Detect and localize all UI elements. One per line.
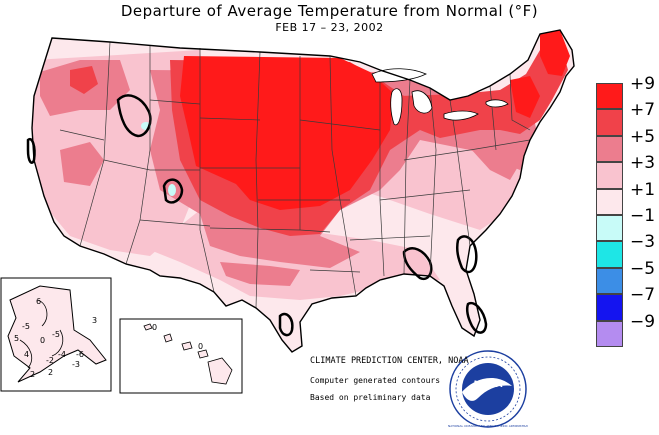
legend-swatch (596, 83, 623, 110)
contour-plus9-ny (510, 76, 540, 118)
alaska-label: -5 (22, 322, 30, 331)
legend-label: −3 (630, 232, 656, 253)
contour-plus5-oregon (60, 142, 104, 186)
legend-swatch (596, 241, 623, 268)
contour-plus5-texas-south (220, 262, 300, 286)
legend-label: −7 (630, 285, 656, 306)
alaska-inset (0, 277, 112, 392)
contour-plus9-north-central (180, 56, 394, 210)
legend-label: +5 (630, 126, 656, 147)
noaa-logo-text: NOAA (473, 380, 503, 390)
credit-line-2: Based on preliminary data (310, 393, 431, 402)
credit-line-1: Computer generated contours (310, 376, 441, 385)
alaska-label: -5 (52, 330, 60, 339)
legend-label: −9 (630, 311, 656, 332)
hawaii-label: 0 (152, 323, 158, 332)
legend-label: −5 (630, 258, 656, 279)
legend-swatch (596, 267, 623, 295)
legend-swatch (596, 294, 623, 321)
contour-plus7-nw-spot (70, 66, 98, 94)
legend-swatch (596, 109, 623, 136)
state-boundaries (59, 41, 531, 309)
legend-label: +3 (630, 153, 656, 174)
legend-swatch (596, 214, 623, 242)
alaska-label: -3 (72, 360, 80, 369)
legend-label: +9 (630, 74, 656, 94)
alaska-label: 6 (36, 297, 42, 306)
temperature-contours (32, 30, 570, 300)
noaa-ring-text: NATIONAL OCEANIC AND ATMOSPHERIC ADMINIS… (448, 424, 528, 428)
hawaii-label: 0 (198, 342, 204, 351)
alaska-label: -6 (76, 350, 84, 359)
legend-label: +7 (630, 100, 656, 121)
legend-label: +1 (630, 179, 656, 200)
legend-label: −1 (630, 205, 656, 226)
alaska-label: 2 (48, 368, 54, 377)
map-title: Departure of Average Temperature from No… (120, 2, 539, 20)
alaska-label: -2 (46, 356, 54, 365)
hawaii-inset (119, 318, 243, 394)
alaska-label: 5 (14, 334, 20, 343)
legend-swatch (596, 135, 623, 163)
credit-agency: CLIMATE PREDICTION CENTER, NOAA (310, 356, 469, 366)
alaska-label: -4 (58, 350, 66, 359)
noaa-logo (449, 350, 527, 428)
alaska-label: 4 (24, 350, 30, 359)
contour-plus9-maine (540, 30, 570, 76)
alaska-label: 2 (30, 370, 36, 379)
legend-swatch (596, 162, 623, 189)
legend-swatch (596, 320, 623, 347)
legend-swatch (596, 188, 623, 215)
alaska-label: 0 (40, 336, 46, 345)
alaska-label: 3 (92, 316, 98, 325)
map-date-range: FEB 17 – 23, 2002 (275, 21, 384, 34)
